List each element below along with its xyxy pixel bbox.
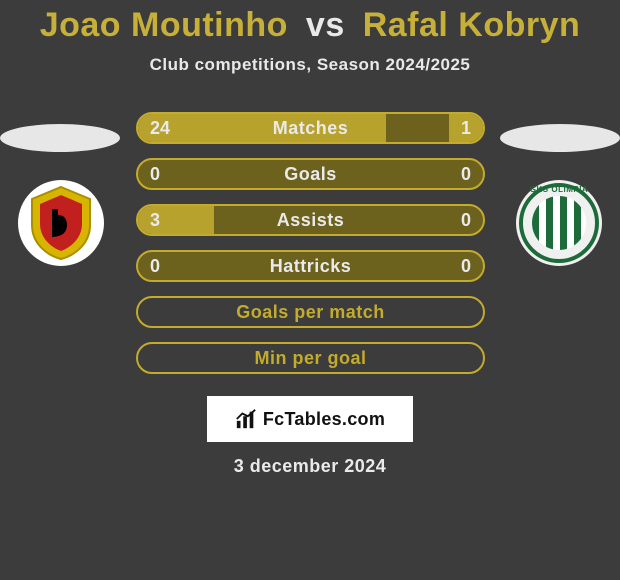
- comparison-arena: GKS OLIMPIA Matches241Goals00Assists30Ha…: [0, 112, 620, 392]
- stat-value-right: 0: [461, 160, 471, 188]
- ring-icon: GKS OLIMPIA: [519, 183, 599, 263]
- player2-ellipse: [500, 124, 620, 152]
- fctables-badge: FcTables.com: [207, 396, 413, 442]
- club-logo-left: [18, 180, 104, 266]
- stat-label: Goals: [138, 160, 483, 188]
- stat-value-right: 0: [461, 252, 471, 280]
- stat-value-right: 0: [461, 206, 471, 234]
- vs-label: vs: [298, 6, 353, 44]
- stat-bar: Goals0 0: [136, 158, 485, 190]
- comparison-bars: Matches241Goals00Assists30Hattricks00Goa…: [136, 112, 485, 388]
- stat-label: Hattricks: [138, 252, 483, 280]
- club-logo-right: GKS OLIMPIA: [516, 180, 602, 266]
- stat-bar: Hattricks0 0: [136, 250, 485, 282]
- fctables-text: FcTables.com: [263, 409, 385, 430]
- comparison-card: { "title": { "player1": "Joao Moutinho",…: [0, 0, 620, 580]
- stat-bar: Matches241: [136, 112, 485, 144]
- stat-value-left: 0: [150, 252, 160, 280]
- fctables-logo-icon: [235, 408, 257, 430]
- stat-value-left: 0: [150, 160, 160, 188]
- club-right-top-text: GKS OLIMPIA: [523, 185, 595, 194]
- player1-ellipse: [0, 124, 120, 152]
- stat-bar: Goals per match: [136, 296, 485, 328]
- player1-name: Joao Moutinho: [40, 6, 288, 44]
- stat-bar: Min per goal: [136, 342, 485, 374]
- snapshot-date: 3 december 2024: [0, 456, 620, 477]
- stripes-icon: [532, 196, 586, 250]
- stat-fill-right: [449, 114, 484, 142]
- stat-label: Min per goal: [138, 344, 483, 372]
- stat-bar: Assists30: [136, 204, 485, 236]
- page-title: Joao Moutinho vs Rafal Kobryn: [0, 0, 620, 45]
- stat-fill-left: [138, 114, 386, 142]
- shield-icon: [28, 185, 94, 261]
- subtitle: Club competitions, Season 2024/2025: [0, 55, 620, 75]
- stat-label: Goals per match: [138, 298, 483, 326]
- stat-fill-left: [138, 206, 214, 234]
- player2-name: Rafal Kobryn: [363, 6, 581, 44]
